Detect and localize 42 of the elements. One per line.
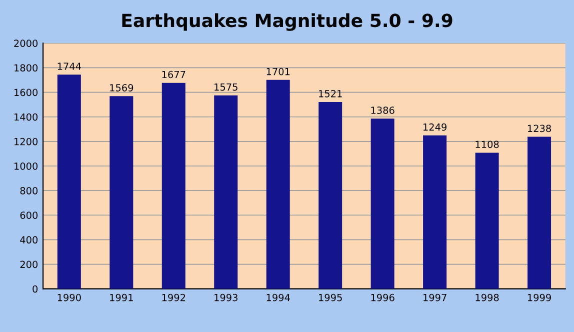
bar	[214, 95, 238, 289]
data-label: 1569	[110, 84, 134, 92]
x-tick-label: 1992	[162, 294, 186, 302]
y-tick-label: 0	[32, 285, 38, 293]
x-tick-label: 1995	[319, 294, 342, 302]
data-label: 1386	[371, 106, 394, 114]
data-label: 1575	[214, 83, 238, 91]
data-label: 1521	[319, 90, 342, 98]
x-tick-label: 1991	[110, 294, 133, 302]
data-label: 1108	[476, 140, 499, 148]
y-tick-label: 1200	[14, 138, 38, 146]
bar	[162, 82, 186, 289]
chart-title: Earthquakes Magnitude 5.0 - 9.9	[122, 13, 452, 31]
data-label: 1677	[162, 70, 186, 78]
bar	[370, 118, 394, 289]
data-label: 1238	[528, 124, 551, 132]
y-tick-label: 600	[20, 212, 38, 219]
y-tick-label: 1000	[14, 162, 38, 170]
y-tick-label: 2000	[14, 40, 38, 47]
x-tick-label: 1997	[424, 294, 446, 302]
x-tick-label: 1993	[214, 294, 238, 302]
bar	[528, 136, 552, 289]
y-tick-label: 400	[20, 236, 38, 244]
x-tick-label: 1990	[58, 294, 81, 302]
x-tick-label: 1994	[266, 294, 290, 302]
bar	[318, 102, 342, 289]
data-label: 1701	[266, 68, 290, 76]
x-tick-label: 1998	[476, 294, 499, 302]
data-label: 1744	[58, 62, 81, 70]
bar	[475, 152, 499, 289]
y-tick-label: 1600	[14, 88, 38, 96]
bar	[57, 74, 81, 289]
y-tick-label: 800	[20, 187, 38, 194]
data-label: 1249	[424, 123, 446, 131]
bar	[110, 96, 134, 289]
y-tick-label: 200	[20, 260, 38, 268]
bar	[266, 80, 290, 289]
x-tick-label: 1996	[371, 294, 394, 302]
bar	[423, 135, 447, 289]
x-tick-label: 1999	[528, 294, 551, 302]
y-tick-label: 1400	[14, 113, 38, 121]
y-tick-label: 1800	[14, 64, 38, 72]
